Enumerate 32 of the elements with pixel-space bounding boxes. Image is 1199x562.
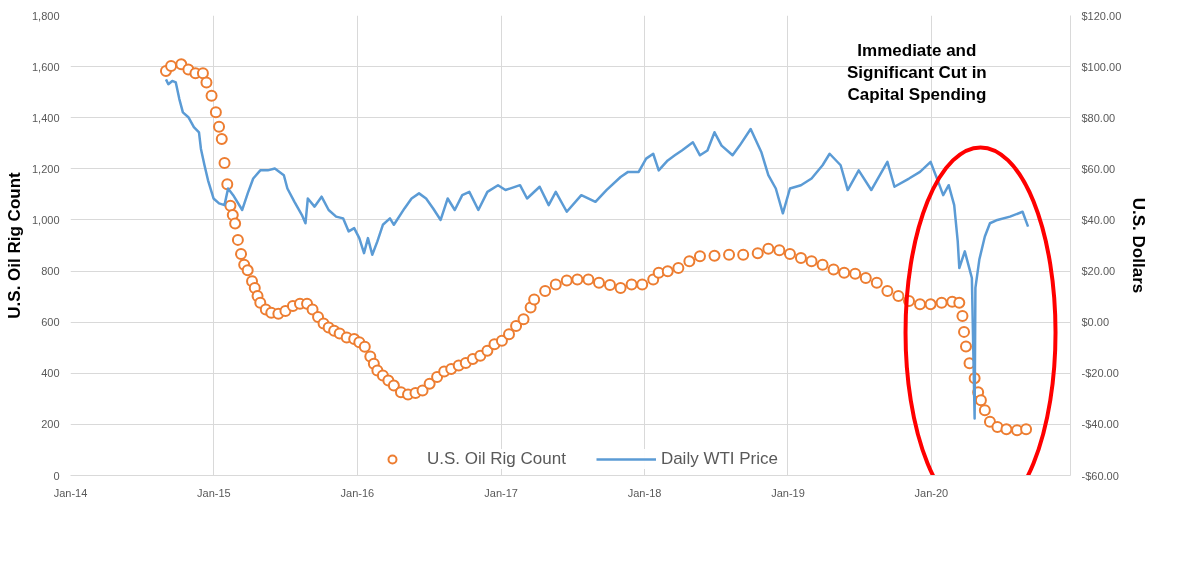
y2-tick-label: -$60.00 [1081, 469, 1119, 482]
y2-axis-title: U.S. Dollars [1129, 197, 1149, 294]
y-axis-title: U.S. Oil Rig Count [4, 171, 24, 319]
legend-label: Daily WTI Price [660, 449, 779, 469]
y-tick-label: 1,600 [31, 60, 60, 73]
y2-tick-label: $100.00 [1081, 60, 1122, 73]
y2-tick-label: $120.00 [1081, 9, 1122, 22]
x-tick-label: Jan-14 [53, 486, 88, 499]
y2-tick-label: -$20.00 [1081, 367, 1119, 380]
y-tick-label: 600 [41, 316, 60, 329]
y2-tick-label: -$40.00 [1081, 418, 1119, 431]
y-tick-label: 400 [41, 367, 60, 380]
y2-tick-label: $40.00 [1081, 213, 1116, 226]
x-tick-label: Jan-17 [484, 486, 518, 499]
y2-tick-label: $80.00 [1081, 111, 1116, 124]
x-tick-label: Jan-19 [771, 486, 805, 499]
x-tick-label: Jan-18 [627, 486, 662, 499]
y2-tick-label: $0.00 [1081, 316, 1110, 329]
legend-label: U.S. Oil Rig Count [426, 449, 566, 469]
x-tick-label: Jan-20 [914, 486, 949, 499]
y-tick-label: 200 [41, 418, 60, 431]
x-tick-label: Jan-16 [340, 486, 375, 499]
x-tick-label: Jan-15 [197, 486, 231, 499]
y2-tick-label: $60.00 [1081, 162, 1116, 175]
y-tick-label: 1,800 [31, 9, 60, 22]
y-tick-label: 0 [53, 469, 60, 482]
y2-tick-label: $20.00 [1081, 265, 1116, 278]
y-tick-label: 800 [41, 265, 60, 278]
y-tick-label: 1,000 [31, 213, 60, 226]
y-tick-label: 1,400 [31, 111, 60, 124]
y-tick-label: 1,200 [31, 162, 60, 175]
annotation: Immediate and Significant Cut in Capital Spending [846, 41, 987, 104]
